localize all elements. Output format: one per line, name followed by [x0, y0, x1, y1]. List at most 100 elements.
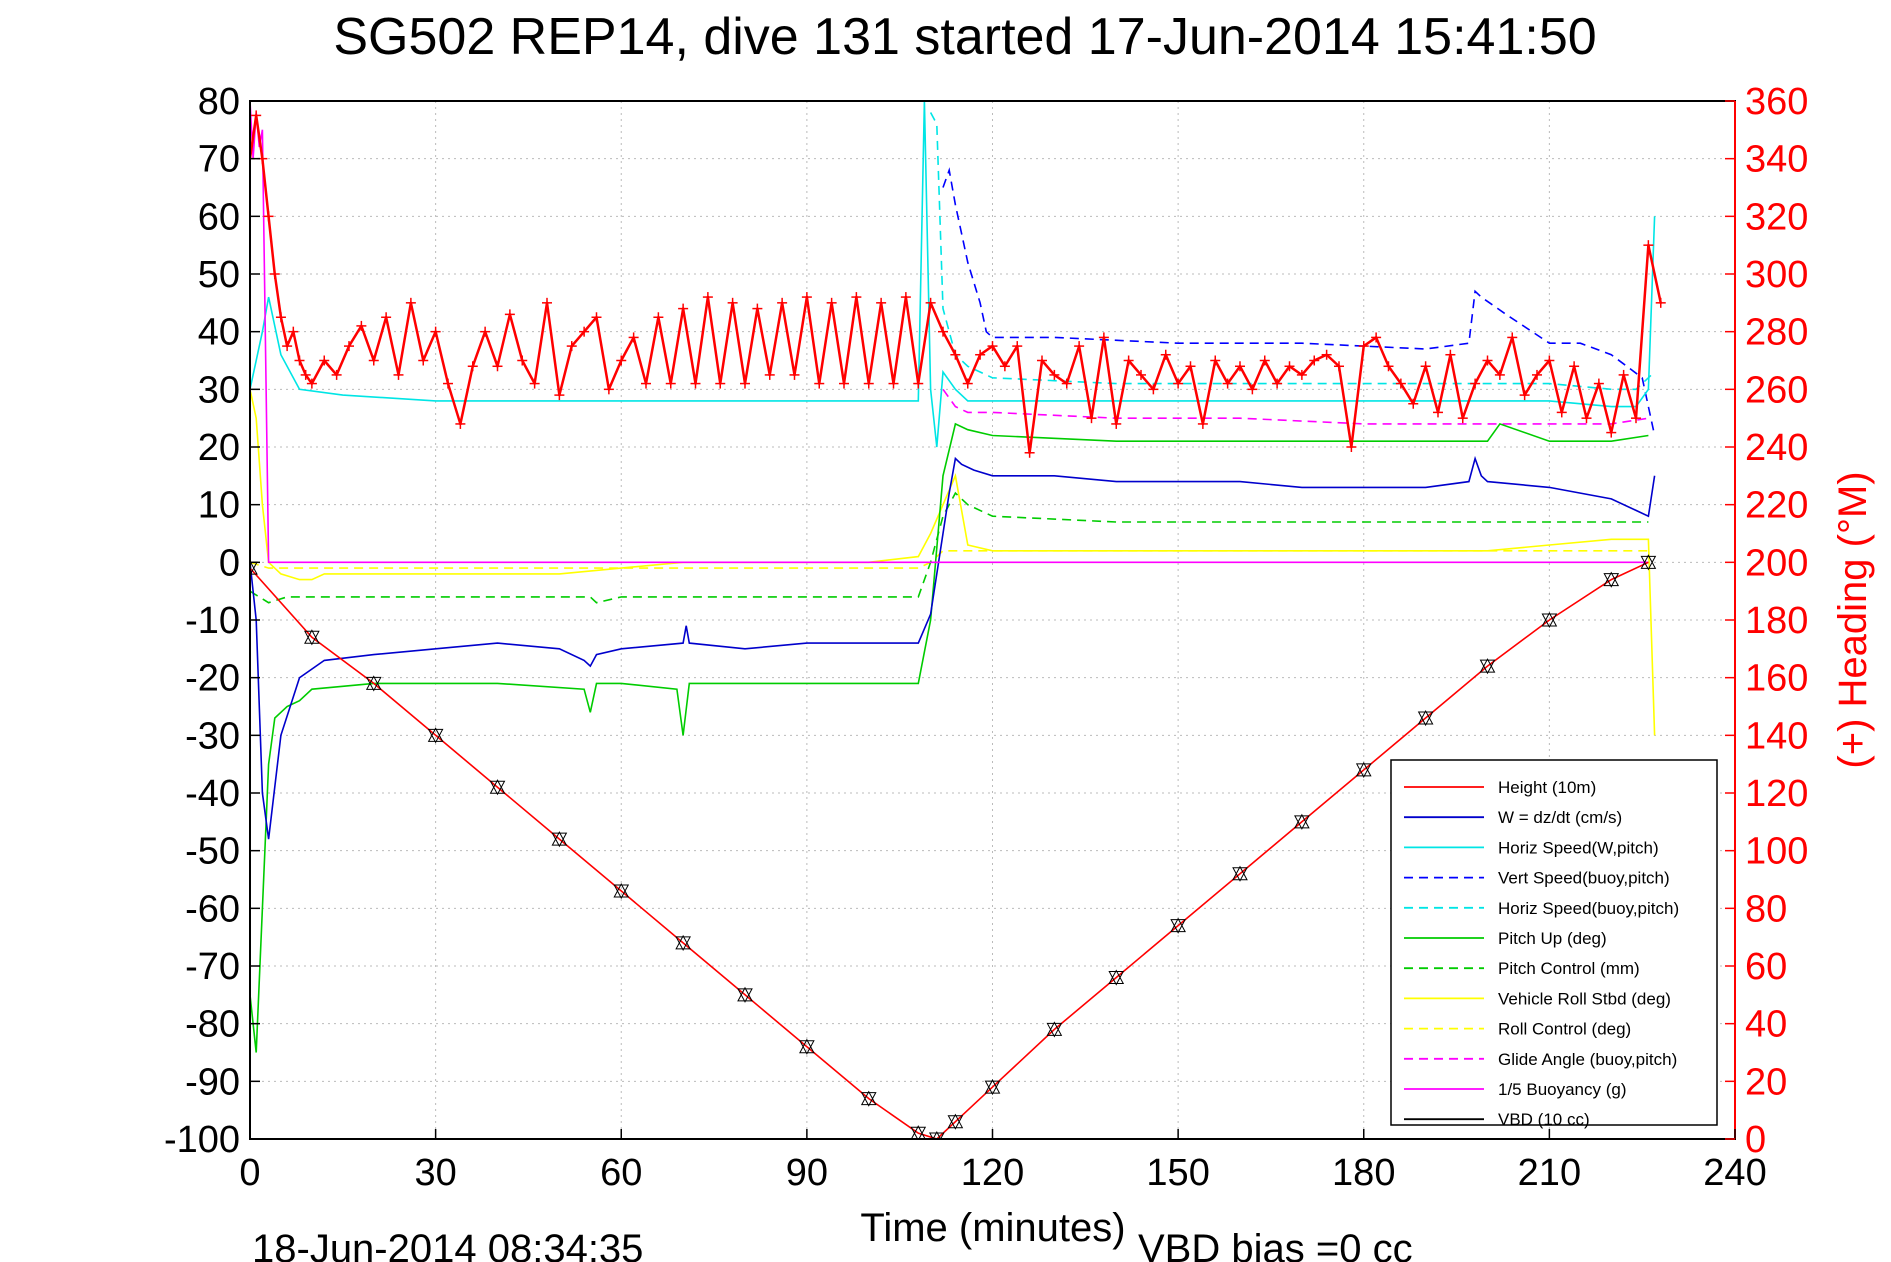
heading-trace — [842, 295, 858, 385]
height-marker — [1417, 709, 1434, 727]
legend-label: Vert Speed(buoy,pitch) — [1498, 869, 1670, 888]
heading-trace — [1634, 243, 1650, 420]
heading-trace — [1016, 344, 1031, 455]
heading-trace — [508, 313, 524, 362]
heading-trace — [422, 330, 437, 362]
heading-trace — [681, 307, 697, 385]
y-right-tick-label: 100 — [1745, 831, 1808, 873]
y-tick-label: -40 — [185, 773, 240, 815]
height-marker — [984, 1079, 1001, 1096]
heading-trace — [298, 359, 307, 377]
heading-trace — [620, 336, 635, 362]
heading-trace — [310, 359, 326, 385]
heading-trace — [347, 324, 363, 348]
heading-trace — [582, 316, 598, 333]
heading-trace — [1003, 344, 1019, 368]
heading-trace — [805, 295, 821, 385]
height-marker — [1541, 611, 1558, 629]
heading-trace — [966, 353, 982, 385]
y-tick-label: -30 — [185, 715, 240, 757]
heading-trace — [1647, 243, 1662, 305]
heading-trace — [1374, 336, 1390, 368]
heading-trace — [904, 295, 920, 385]
heading-trace — [1412, 365, 1427, 405]
x-tick-label: 0 — [239, 1152, 260, 1194]
heading-trace — [1028, 359, 1044, 455]
y-right-tick-label: 160 — [1745, 658, 1808, 700]
heading-trace — [1535, 359, 1551, 377]
height-marker — [860, 1090, 877, 1107]
y-right-tick-label: 60 — [1745, 946, 1787, 988]
height-marker — [737, 986, 753, 1003]
heading-trace — [607, 359, 623, 391]
heading-trace — [1139, 373, 1155, 391]
height-marker — [1640, 554, 1657, 571]
series-line-5 — [250, 422, 1649, 1053]
height-marker — [551, 831, 568, 848]
heading-trace — [830, 301, 846, 385]
heading-trace — [397, 301, 413, 377]
heading-trace — [1350, 344, 1365, 449]
heading-trace — [285, 330, 295, 348]
heading-trace — [706, 295, 722, 385]
height-marker — [1355, 761, 1372, 778]
y-right-tick-label: 300 — [1745, 254, 1808, 296]
heading-trace — [384, 316, 400, 377]
y-right-tick-label: 320 — [1745, 196, 1808, 238]
heading-trace — [1127, 359, 1143, 377]
heading-trace — [1523, 373, 1539, 397]
heading-trace — [1610, 373, 1625, 434]
y-right-tick-label: 120 — [1745, 773, 1808, 815]
heading-trace — [459, 365, 474, 426]
y-tick-label: 70 — [198, 139, 240, 181]
y-right-tick-label: 360 — [1745, 81, 1808, 123]
height-marker — [613, 882, 630, 900]
x-tick-label: 180 — [1332, 1152, 1395, 1194]
height-marker — [675, 934, 691, 951]
y-tick-label: -90 — [185, 1061, 240, 1103]
series-line-1 — [250, 455, 1656, 840]
heading-trace — [1238, 365, 1254, 391]
y-tick-label: 10 — [198, 485, 240, 527]
series-line-9 — [942, 388, 1649, 425]
y-tick-label: -80 — [185, 1004, 240, 1046]
y-axis-right: 0 20 40 60 80 100 120 140 160 180 200 220 240 260 280 3… — [1725, 81, 1808, 1161]
series-line-2 — [250, 101, 1656, 448]
heading-trace — [1486, 359, 1502, 377]
heading-trace — [323, 359, 338, 377]
y-axis-left: -100-90-80-70-60-50-40-30-20-10010203040… — [164, 81, 260, 1161]
heading-trace — [1115, 359, 1130, 426]
legend-label: Vehicle Roll Stbd (deg) — [1498, 989, 1671, 1008]
height-marker — [910, 1125, 927, 1139]
y-right-tick-label: 180 — [1745, 600, 1808, 642]
y-right-tick-label: 240 — [1745, 427, 1808, 469]
height-marker — [1603, 571, 1620, 588]
heading-trace — [261, 157, 270, 218]
heading-trace — [446, 382, 462, 426]
heading-trace — [1560, 365, 1576, 414]
heading-trace — [892, 295, 908, 385]
heading-trace — [1214, 359, 1229, 385]
heading-markers — [250, 110, 1666, 458]
y-right-tick-label: 40 — [1745, 1004, 1787, 1046]
legend: Height (10m) W = dz/dt (cm/s) Horiz Speed(… — [1390, 759, 1718, 1129]
heading-trace — [1337, 365, 1353, 449]
heading-trace — [929, 301, 945, 333]
heading-trace — [496, 313, 512, 368]
heading-trace — [1498, 336, 1514, 377]
y-tick-label: 50 — [198, 254, 240, 296]
height-marker — [1170, 917, 1186, 934]
heading-trace — [521, 359, 536, 385]
heading-trace — [1164, 353, 1180, 385]
heading-trace — [483, 330, 499, 368]
height-markers — [250, 554, 1657, 1139]
y-right-tick-label: 220 — [1745, 485, 1808, 527]
height-marker — [489, 779, 506, 796]
legend-box — [1390, 759, 1718, 1126]
heading-trace — [595, 316, 611, 391]
x-tick-label: 240 — [1703, 1152, 1766, 1194]
heading-trace — [1461, 382, 1477, 420]
heading-trace — [978, 344, 994, 356]
heading-trace — [1152, 353, 1167, 391]
heading-trace — [1077, 344, 1093, 420]
